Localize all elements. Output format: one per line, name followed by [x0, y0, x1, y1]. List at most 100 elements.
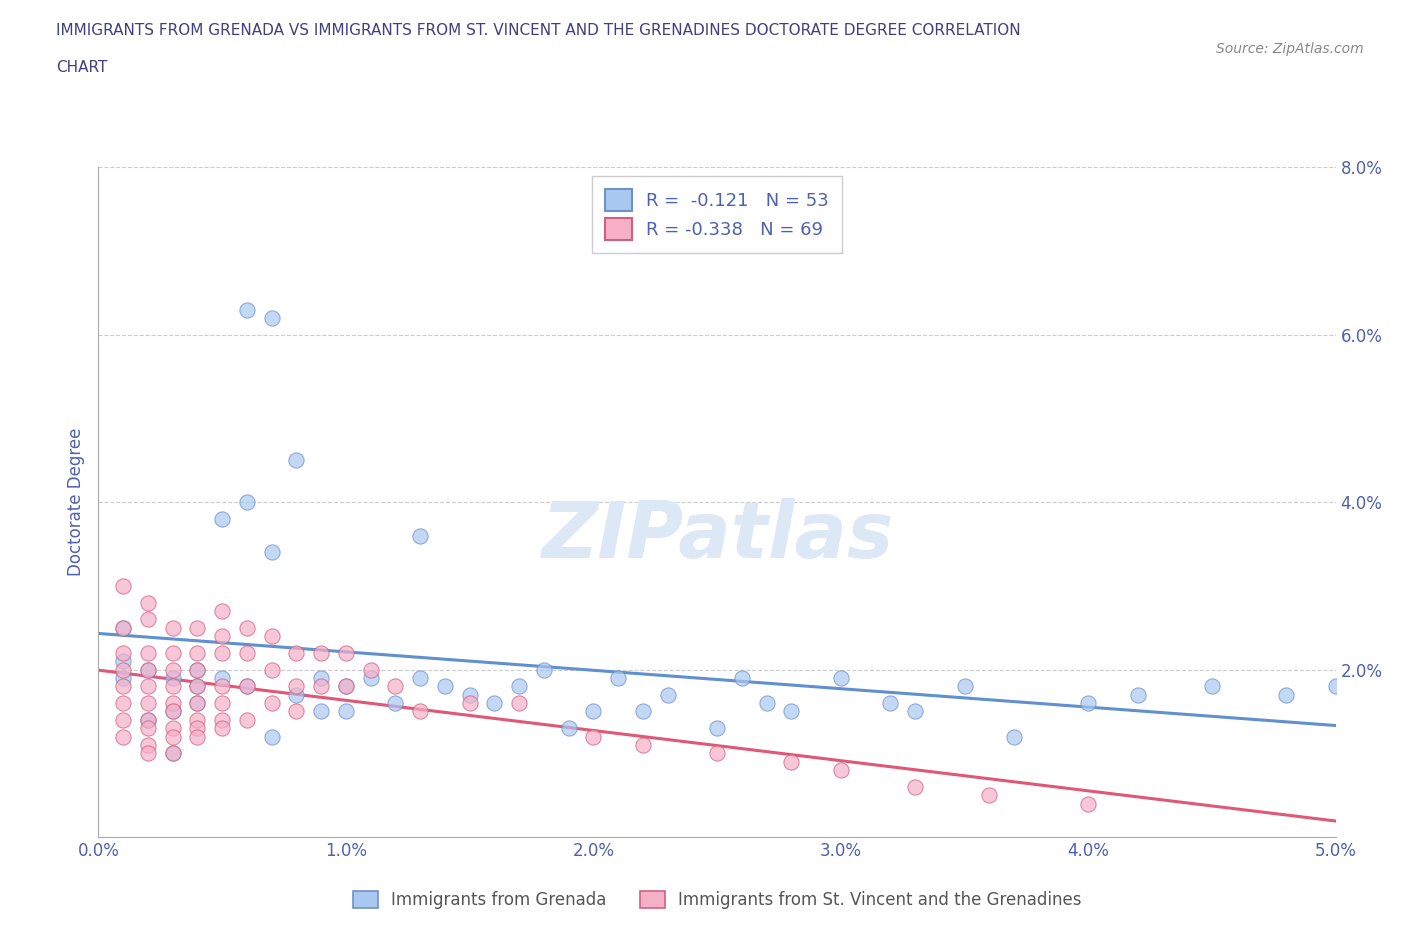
Point [607, 671, 630, 685]
Point [162, 729, 184, 744]
Point [136, 712, 159, 727]
Point [309, 671, 332, 685]
Point [136, 737, 159, 752]
Point [236, 495, 259, 510]
Point [162, 704, 184, 719]
Point [384, 696, 406, 711]
Point [285, 645, 308, 660]
Point [211, 721, 233, 736]
Point [162, 645, 184, 660]
Point [162, 746, 184, 761]
Point [136, 712, 159, 727]
Point [458, 687, 481, 702]
Point [335, 645, 357, 660]
Point [162, 662, 184, 677]
Point [136, 746, 159, 761]
Point [236, 679, 259, 694]
Point [211, 604, 233, 618]
Point [236, 712, 259, 727]
Point [112, 671, 135, 685]
Point [582, 704, 605, 719]
Point [112, 578, 135, 593]
Point [384, 679, 406, 694]
Point [260, 662, 283, 677]
Point [780, 754, 803, 769]
Point [458, 696, 481, 711]
Point [186, 679, 208, 694]
Point [112, 729, 135, 744]
Point [508, 679, 530, 694]
Point [780, 704, 803, 719]
Point [112, 620, 135, 635]
Point [409, 528, 432, 543]
Point [904, 779, 927, 794]
Point [186, 662, 208, 677]
Point [211, 629, 233, 644]
Point [285, 679, 308, 694]
Point [186, 662, 208, 677]
Point [979, 788, 1001, 803]
Point [211, 679, 233, 694]
Point [162, 746, 184, 761]
Point [136, 612, 159, 627]
Point [136, 662, 159, 677]
Point [162, 671, 184, 685]
Point [112, 654, 135, 669]
Point [706, 746, 728, 761]
Legend: Immigrants from Grenada, Immigrants from St. Vincent and the Grenadines: Immigrants from Grenada, Immigrants from… [346, 884, 1088, 916]
Point [112, 662, 135, 677]
Point [186, 645, 208, 660]
Point [236, 302, 259, 317]
Point [162, 704, 184, 719]
Point [1275, 687, 1298, 702]
Point [360, 671, 382, 685]
Point [136, 679, 159, 694]
Point [211, 671, 233, 685]
Point [112, 712, 135, 727]
Point [186, 696, 208, 711]
Point [285, 453, 308, 468]
Point [335, 704, 357, 719]
Point [186, 712, 208, 727]
Point [582, 729, 605, 744]
Point [260, 729, 283, 744]
Point [112, 696, 135, 711]
Point [285, 687, 308, 702]
Point [136, 662, 159, 677]
Point [508, 696, 530, 711]
Point [409, 671, 432, 685]
Point [1126, 687, 1149, 702]
Point [409, 704, 432, 719]
Point [631, 704, 654, 719]
Point [236, 620, 259, 635]
Point [162, 679, 184, 694]
Point [186, 679, 208, 694]
Point [1201, 679, 1223, 694]
Text: Source: ZipAtlas.com: Source: ZipAtlas.com [1216, 42, 1364, 56]
Point [211, 512, 233, 526]
Point [904, 704, 927, 719]
Point [260, 696, 283, 711]
Point [260, 545, 283, 560]
Point [162, 696, 184, 711]
Point [830, 671, 852, 685]
Point [879, 696, 901, 711]
Point [706, 721, 728, 736]
Point [136, 696, 159, 711]
Point [112, 620, 135, 635]
Point [533, 662, 555, 677]
Point [1077, 796, 1099, 811]
Point [186, 696, 208, 711]
Text: CHART: CHART [56, 60, 108, 75]
Point [309, 645, 332, 660]
Point [755, 696, 778, 711]
Point [830, 763, 852, 777]
Point [211, 696, 233, 711]
Point [1077, 696, 1099, 711]
Point [260, 629, 283, 644]
Point [211, 712, 233, 727]
Point [657, 687, 679, 702]
Point [112, 645, 135, 660]
Point [335, 679, 357, 694]
Point [112, 679, 135, 694]
